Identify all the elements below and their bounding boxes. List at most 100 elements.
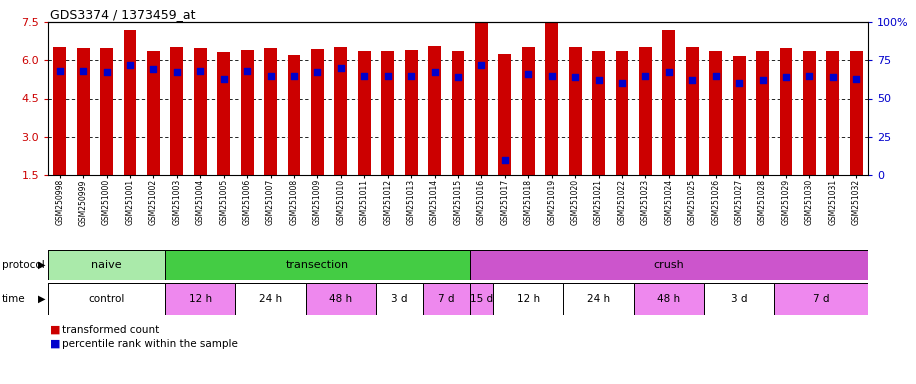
Text: 48 h: 48 h — [658, 294, 681, 304]
Point — [591, 77, 605, 83]
Point — [76, 68, 91, 74]
Text: 12 h: 12 h — [517, 294, 540, 304]
Bar — [704, 283, 774, 315]
Bar — [217, 52, 230, 175]
Text: transformed count: transformed count — [62, 325, 159, 335]
Bar — [733, 56, 746, 175]
Bar — [826, 51, 839, 175]
Bar — [311, 49, 324, 175]
Bar — [147, 51, 160, 175]
Text: ▶: ▶ — [38, 294, 46, 304]
Bar — [381, 51, 394, 175]
Point — [497, 157, 512, 163]
Bar — [358, 51, 371, 175]
Text: ■: ■ — [50, 339, 60, 349]
Point — [802, 73, 817, 79]
Point — [240, 68, 255, 74]
Point — [263, 73, 278, 79]
Text: 3 d: 3 d — [391, 294, 408, 304]
Bar — [452, 51, 464, 175]
Bar — [165, 250, 470, 280]
Text: protocol: protocol — [2, 260, 45, 270]
Bar — [428, 46, 441, 175]
Point — [99, 70, 114, 76]
Bar — [522, 47, 535, 175]
Point — [123, 62, 137, 68]
Text: 7 d: 7 d — [438, 294, 454, 304]
Point — [825, 74, 840, 80]
Bar — [470, 283, 493, 315]
Text: ▶: ▶ — [38, 260, 46, 270]
Text: 24 h: 24 h — [587, 294, 610, 304]
Bar — [306, 283, 376, 315]
Point — [287, 73, 301, 79]
Point — [311, 70, 325, 76]
Text: control: control — [88, 294, 125, 304]
Text: 48 h: 48 h — [329, 294, 353, 304]
Point — [216, 76, 231, 82]
Bar — [493, 283, 563, 315]
Point — [193, 68, 208, 74]
Bar — [756, 51, 769, 175]
Point — [849, 76, 864, 82]
Bar — [405, 50, 418, 175]
Point — [380, 73, 395, 79]
Point — [52, 68, 67, 74]
Point — [615, 80, 629, 86]
Point — [357, 73, 372, 79]
Bar — [662, 30, 675, 175]
Bar — [563, 283, 634, 315]
Bar — [165, 283, 235, 315]
Bar — [850, 51, 863, 175]
Bar — [48, 250, 165, 280]
Point — [756, 77, 770, 83]
Bar — [423, 283, 470, 315]
Point — [568, 74, 583, 80]
Bar — [470, 250, 868, 280]
Bar — [170, 47, 183, 175]
Point — [404, 73, 419, 79]
Bar — [264, 48, 277, 175]
Text: GDS3374 / 1373459_at: GDS3374 / 1373459_at — [50, 8, 195, 21]
Point — [661, 70, 676, 76]
Point — [427, 70, 442, 76]
Bar — [475, 23, 488, 175]
Bar — [334, 47, 347, 175]
Bar — [569, 47, 582, 175]
Text: 3 d: 3 d — [731, 294, 747, 304]
Point — [779, 74, 793, 80]
Point — [544, 73, 559, 79]
Text: 15 d: 15 d — [470, 294, 493, 304]
Bar — [124, 30, 136, 175]
Point — [685, 77, 700, 83]
Bar — [616, 51, 628, 175]
Bar — [709, 51, 722, 175]
Bar — [48, 283, 165, 315]
Text: 24 h: 24 h — [259, 294, 282, 304]
Bar — [53, 47, 66, 175]
Point — [732, 80, 747, 86]
Text: transection: transection — [286, 260, 349, 270]
Bar — [774, 283, 868, 315]
Bar — [241, 50, 254, 175]
Point — [146, 66, 160, 73]
Text: 7 d: 7 d — [812, 294, 829, 304]
Bar — [780, 48, 792, 175]
Point — [521, 71, 536, 77]
Text: naive: naive — [92, 260, 122, 270]
Bar — [634, 283, 704, 315]
Bar — [235, 283, 306, 315]
Text: 12 h: 12 h — [189, 294, 212, 304]
Text: percentile rank within the sample: percentile rank within the sample — [62, 339, 238, 349]
Bar — [194, 48, 207, 175]
Text: time: time — [2, 294, 26, 304]
Point — [169, 70, 184, 76]
Bar — [288, 55, 300, 175]
Bar — [100, 48, 113, 175]
Bar — [639, 47, 652, 175]
Bar — [545, 23, 558, 175]
Text: ■: ■ — [50, 325, 60, 335]
Bar — [376, 283, 423, 315]
Bar — [686, 47, 699, 175]
Point — [451, 74, 465, 80]
